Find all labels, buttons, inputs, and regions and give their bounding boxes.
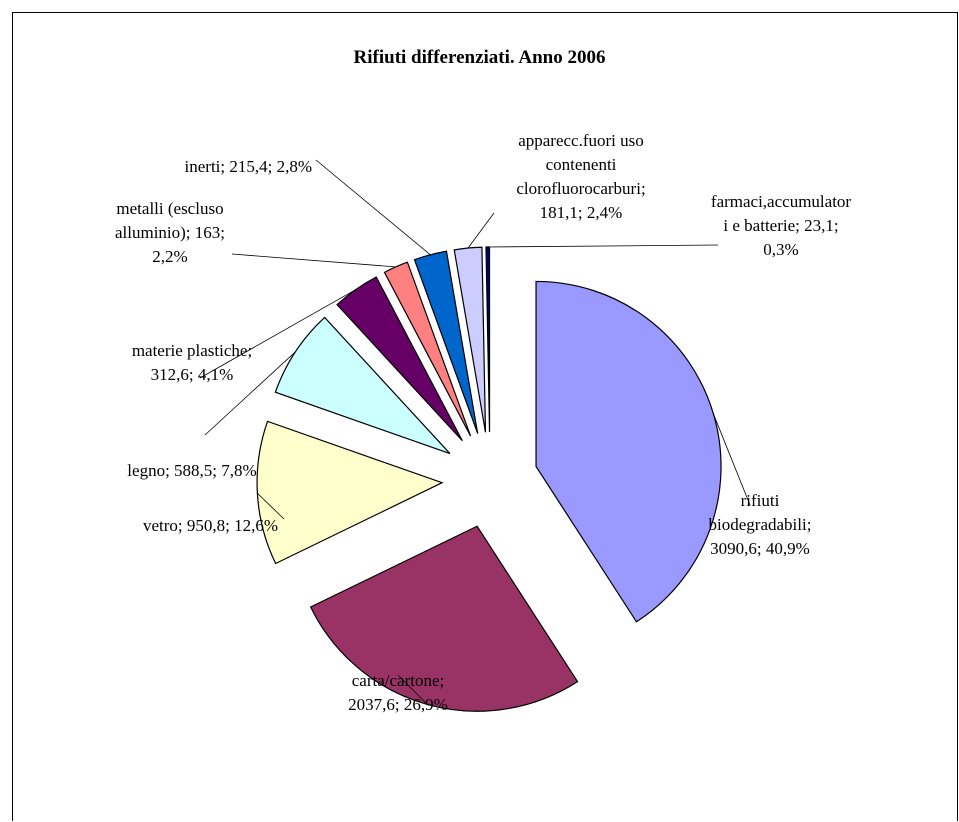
data-label: materie plastiche; 312,6; 4,1% — [132, 341, 252, 384]
pie-slice-legno — [274, 316, 451, 455]
pie-slice-vetro — [256, 420, 444, 565]
pie-slice-farmaci-accumulatori-e-batterie — [485, 246, 491, 433]
leader-line — [204, 351, 296, 436]
data-label: farmaci,accumulator i e batterie; 23,1; 0,… — [711, 192, 852, 259]
pie-slice-rifiuti-biodegradabili — [535, 280, 722, 623]
data-label: metalli (escluso alluminio); 163; 2,2% — [115, 199, 225, 266]
data-label: inerti; 215,4; 2,8% — [185, 157, 312, 176]
data-label: rifiuti biodegradabili; 3090,6; 40,9% — [709, 491, 812, 558]
leader-line — [199, 289, 356, 379]
leader-line — [231, 253, 396, 268]
pie-slice-apparecc-fuori-uso-contenenti-clorofluorocarburi — [453, 246, 487, 433]
leader-line — [315, 159, 431, 256]
leader-line — [467, 212, 495, 249]
data-label: carta/cartone; 2037,6; 26,9% — [348, 671, 448, 714]
leader-line — [487, 244, 719, 248]
pie-slice-materie-plastiche — [336, 276, 463, 442]
leader-line — [397, 674, 428, 705]
leader-line — [713, 413, 751, 506]
data-label: apparecc.fuori uso contenenti clorofluoroc… — [516, 131, 645, 222]
data-label: vetro; 950,8; 12,6% — [143, 516, 278, 535]
pie-slice-metalli-escluso-alluminio — [383, 261, 472, 437]
leader-line — [257, 492, 285, 520]
data-label: legno; 588,5; 7,8% — [127, 461, 256, 480]
chart-title: Rifiuti differenziati. Anno 2006 — [353, 47, 606, 68]
